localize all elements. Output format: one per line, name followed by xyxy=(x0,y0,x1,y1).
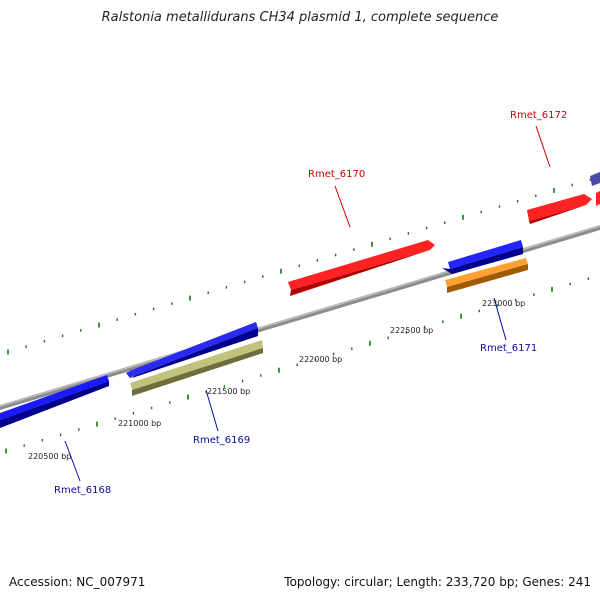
gene-label-rmet-6168: Rmet_6168 xyxy=(54,485,111,496)
gene-label-rmet-6171: Rmet_6171 xyxy=(480,343,537,354)
leader-rmet-6170 xyxy=(334,185,351,228)
inner-tick-track xyxy=(5,277,590,454)
leader-rmet-6171 xyxy=(493,297,507,341)
scale-label: 221500 bp xyxy=(207,387,250,396)
scale-label: 223000 bp xyxy=(482,299,525,308)
scale-label: 221000 bp xyxy=(118,419,161,428)
leader-rmet-6169 xyxy=(205,389,219,432)
gene-label-rmet-6169: Rmet_6169 xyxy=(193,435,250,446)
gene-rmet-6171[interactable] xyxy=(445,258,528,293)
gene-rmet-6169[interactable] xyxy=(130,340,263,396)
gene-rmet-6168[interactable] xyxy=(0,375,109,428)
scale-label: 222000 bp xyxy=(299,355,342,364)
gene-rmet-6172[interactable] xyxy=(527,172,600,224)
sequence-summary: Topology: circular; Length: 233,720 bp; … xyxy=(284,575,591,589)
map-title: Ralstonia metallidurans CH34 plasmid 1, … xyxy=(101,10,499,25)
gene-rmet-6170[interactable] xyxy=(288,240,435,296)
outer-tick-track xyxy=(7,178,592,355)
scale-label: 220500 bp xyxy=(28,452,71,461)
gene-rmet-6171-blue[interactable] xyxy=(442,240,523,274)
gene-label-rmet-6172: Rmet_6172 xyxy=(510,110,567,121)
leader-rmet-6172 xyxy=(535,125,551,168)
accession-text: Accession: NC_007971 xyxy=(9,575,146,589)
scale-label: 222500 bp xyxy=(390,326,433,335)
gene-rmet-6169-shadow[interactable] xyxy=(126,322,258,378)
gene-label-rmet-6170: Rmet_6170 xyxy=(308,169,365,180)
leader-rmet-6168 xyxy=(64,440,81,482)
